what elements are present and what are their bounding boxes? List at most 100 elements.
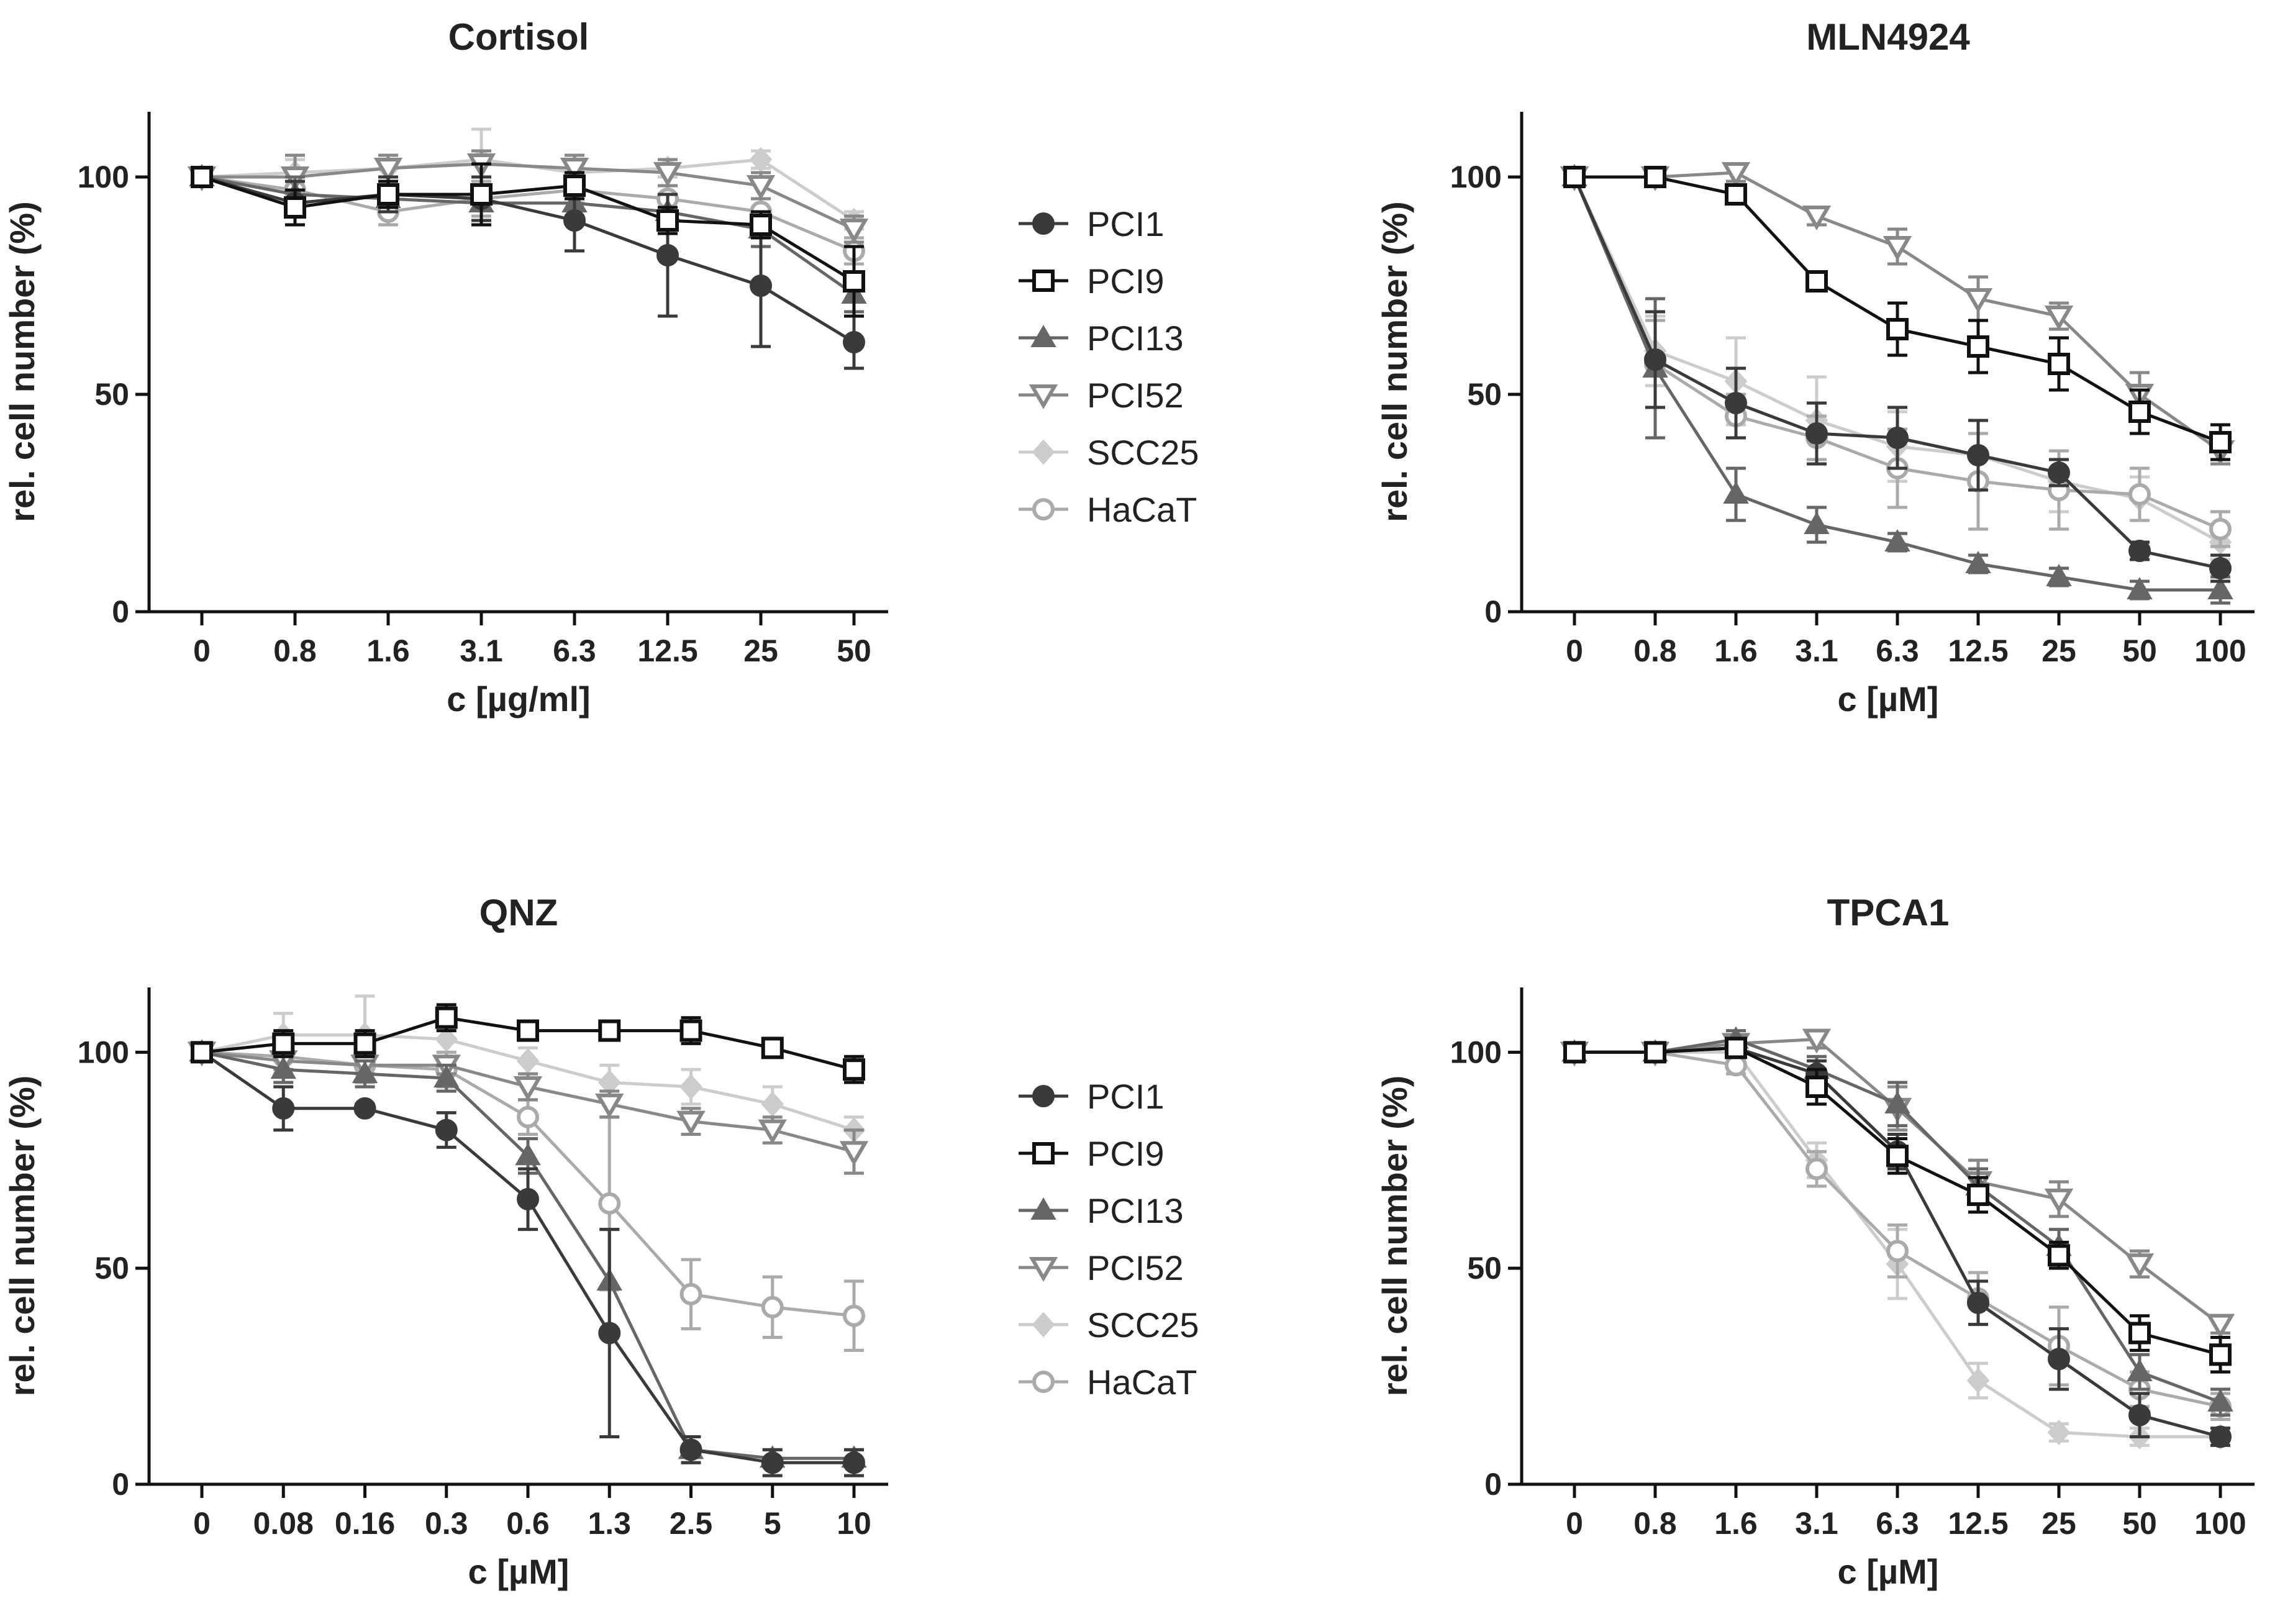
data-point — [2044, 306, 2074, 330]
data-point — [843, 1058, 865, 1081]
legend-item: PCI13 — [1019, 319, 1184, 358]
legend-marker — [1029, 384, 1058, 409]
data-point — [2044, 1188, 2074, 1213]
legend-marker — [1032, 1371, 1055, 1393]
data-point — [1644, 1041, 1666, 1064]
data-point — [1963, 288, 1993, 313]
x-tick-label: 12.5 — [637, 633, 697, 668]
data-point — [839, 1141, 869, 1166]
legend-item: PCI9 — [1019, 1134, 1165, 1173]
x-axis-label: c [µM] — [468, 1552, 570, 1591]
data-point — [2048, 461, 2070, 484]
data-point — [1886, 318, 1909, 340]
legend-label: PCI13 — [1087, 1191, 1184, 1230]
legend-marker — [1032, 1142, 1055, 1164]
x-tick-label: 25 — [743, 633, 778, 668]
series-pci9 — [1563, 1037, 2232, 1374]
legend-label: PCI9 — [1087, 1134, 1165, 1173]
x-tick-label: 25 — [2042, 1506, 2076, 1541]
data-point — [1884, 1091, 1910, 1114]
legend-item: SCC25 — [1019, 433, 1199, 472]
data-point — [758, 1119, 787, 1145]
data-point — [2207, 576, 2233, 599]
data-point — [2048, 1348, 2070, 1371]
chart-title: Cortisol — [448, 16, 589, 58]
y-tick-label: 50 — [94, 377, 129, 412]
data-point — [517, 1105, 539, 1128]
data-point — [1563, 1041, 1586, 1064]
x-tick-label: 25 — [2042, 633, 2076, 668]
legend-label: HaCaT — [1087, 1363, 1197, 1402]
legend-label: HaCaT — [1087, 490, 1197, 529]
legend-label: PCI52 — [1087, 376, 1184, 415]
data-point — [2209, 518, 2232, 540]
series-pci9 — [1563, 166, 2232, 461]
y-tick-label: 100 — [78, 160, 129, 194]
series-line — [201, 175, 855, 296]
data-point — [191, 1041, 213, 1064]
data-point — [563, 209, 586, 232]
legend-item: PCI52 — [1019, 1248, 1184, 1287]
x-tick-label: 12.5 — [1948, 1506, 2008, 1541]
x-tick-label: 0.8 — [1633, 633, 1677, 668]
data-point — [843, 1304, 865, 1327]
data-point — [517, 1187, 539, 1210]
legend-item: SCC25 — [1019, 1305, 1199, 1345]
data-point — [1967, 1291, 1989, 1314]
data-point — [435, 1006, 458, 1029]
data-point — [1805, 422, 1828, 445]
x-tick-label: 3.1 — [1795, 1506, 1838, 1541]
x-tick-label: 3.1 — [460, 633, 503, 668]
data-point — [272, 1097, 295, 1120]
legend-marker — [1032, 439, 1055, 465]
x-tick-label: 1.6 — [1714, 633, 1758, 668]
x-tick-label: 1.6 — [366, 633, 410, 668]
x-tick-label: 0.8 — [273, 633, 317, 668]
data-point — [750, 214, 772, 236]
x-tick-label: 50 — [2122, 633, 2157, 668]
data-point — [373, 158, 403, 183]
x-tick-label: 6.3 — [1876, 1506, 1919, 1541]
data-point — [470, 183, 493, 206]
data-point — [598, 1322, 621, 1345]
x-tick-label: 1.3 — [588, 1506, 631, 1541]
x-tick-label: 3.1 — [1795, 633, 1838, 668]
data-point — [750, 274, 772, 297]
data-point — [2046, 563, 2072, 586]
data-point — [1886, 427, 1909, 449]
x-axis-label: c [µg/ml] — [447, 679, 590, 719]
y-tick-label: 0 — [1484, 1467, 1502, 1502]
data-point — [598, 1019, 621, 1042]
data-point — [2048, 1244, 2070, 1267]
y-tick-label: 100 — [1450, 160, 1502, 194]
x-tick-label: 100 — [2194, 633, 2246, 668]
data-point — [839, 219, 869, 243]
data-point — [191, 166, 213, 188]
y-tick-label: 100 — [1450, 1035, 1502, 1069]
data-point — [2047, 1420, 2071, 1446]
series-line — [201, 175, 855, 283]
legend-item: HaCaT — [1019, 490, 1197, 529]
data-point — [563, 175, 586, 197]
series-pci9 — [191, 162, 865, 318]
x-tick-label: 6.3 — [553, 633, 596, 668]
x-tick-label: 0.16 — [335, 1506, 395, 1541]
data-point — [2128, 401, 2151, 423]
legend-marker — [1032, 1312, 1055, 1338]
data-point — [435, 1118, 458, 1141]
data-point — [353, 1097, 376, 1120]
data-point — [656, 209, 679, 232]
data-point — [1886, 1145, 1909, 1168]
data-point — [1644, 166, 1666, 188]
data-point — [1721, 162, 1751, 187]
data-point — [598, 1192, 621, 1215]
data-point — [352, 1061, 378, 1084]
data-point — [679, 1282, 702, 1305]
data-point — [1884, 528, 1910, 551]
legend-label: SCC25 — [1087, 433, 1199, 472]
data-point — [2128, 483, 2151, 506]
data-point — [1563, 166, 1586, 188]
data-point — [353, 1032, 376, 1055]
x-axis-label: c [µM] — [1838, 679, 1939, 719]
data-point — [1804, 511, 1830, 534]
